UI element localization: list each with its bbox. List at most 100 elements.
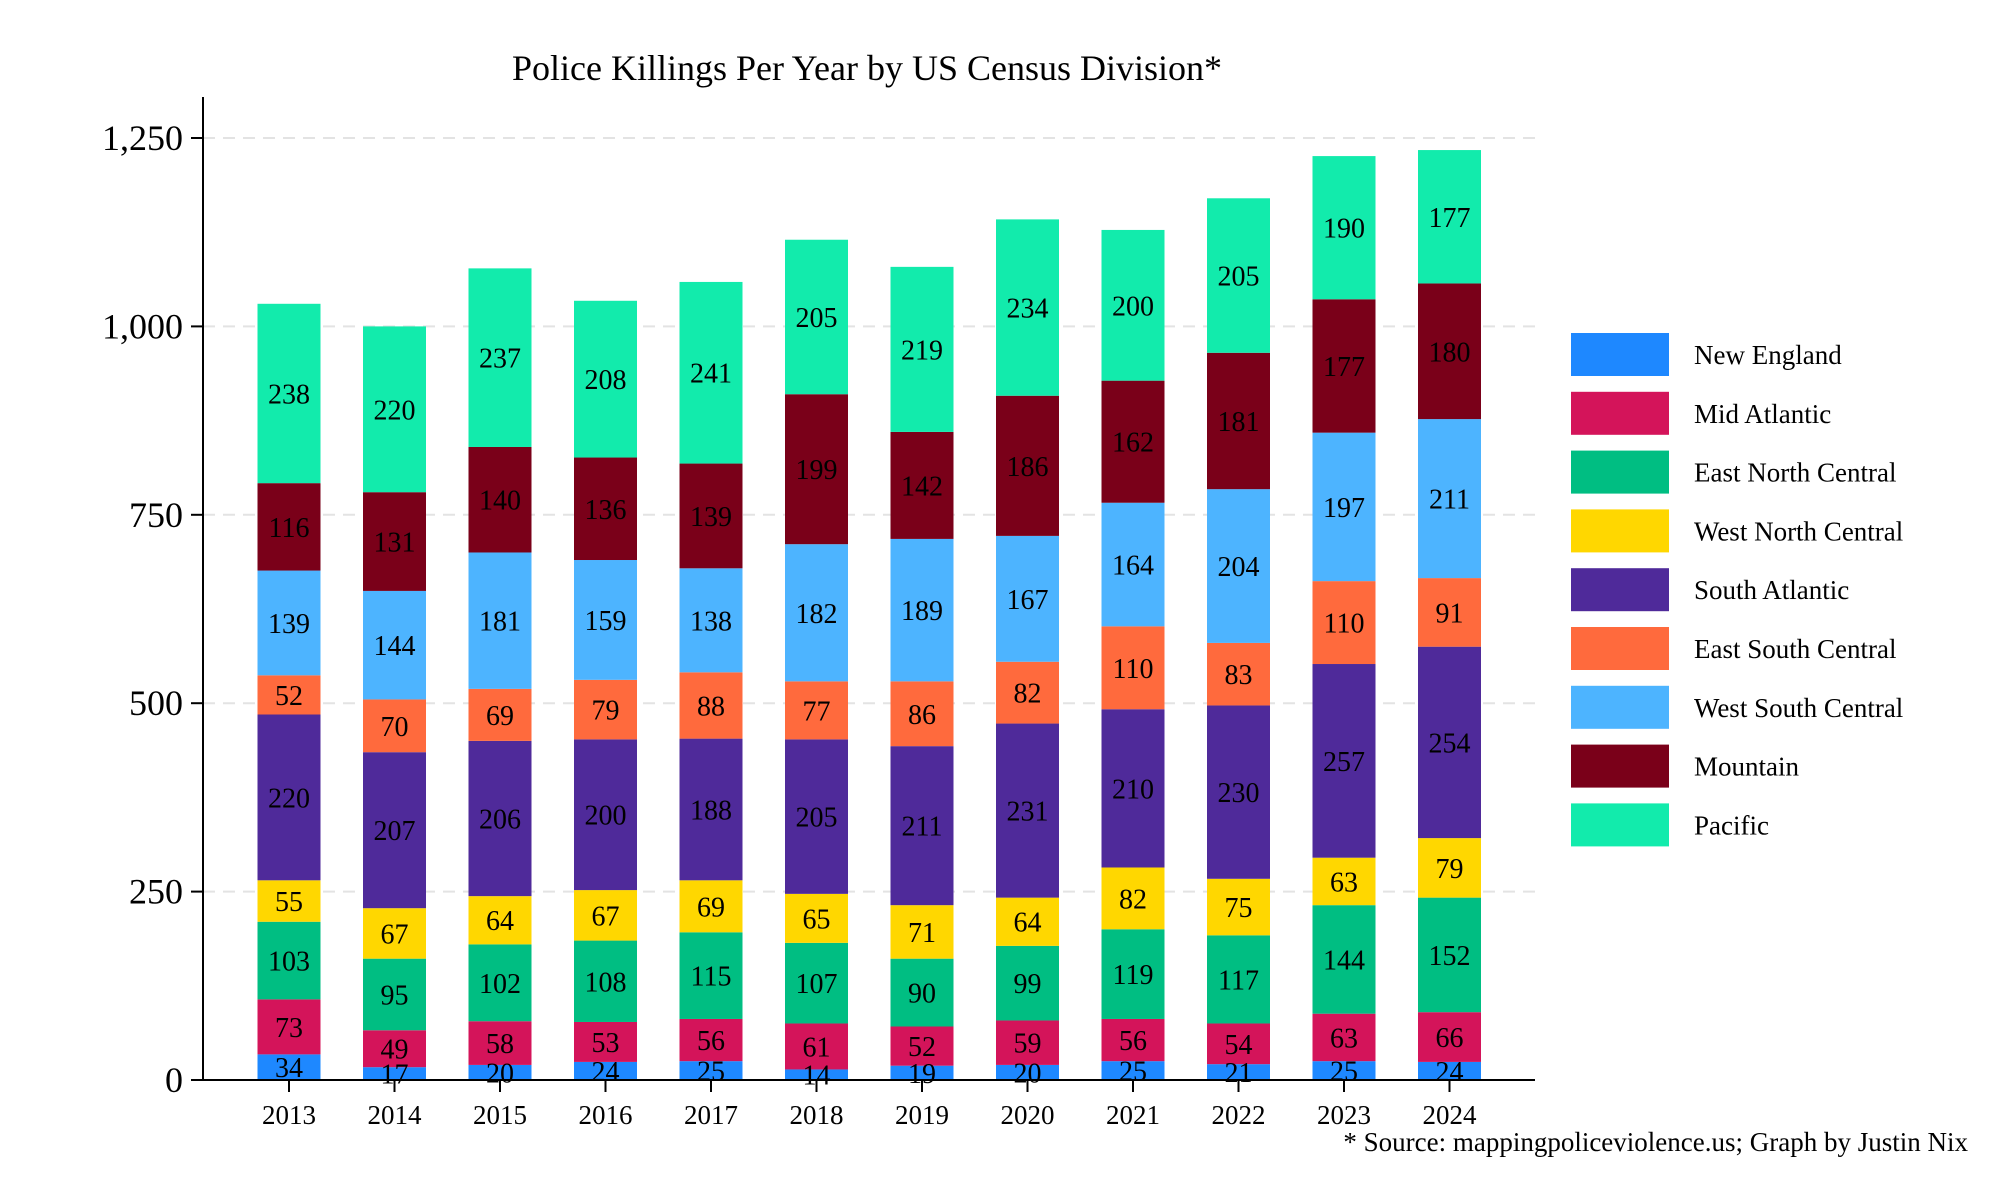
data-label: 107 (796, 969, 838, 1000)
legend-swatch (1571, 391, 1669, 435)
legend-label: West North Central (1694, 516, 1903, 546)
data-label: 49 (381, 1035, 409, 1066)
x-tick-label: 2021 (1106, 1100, 1160, 1130)
data-label: 53 (592, 1028, 620, 1059)
x-tick-label: 2018 (790, 1100, 844, 1130)
data-label: 67 (381, 919, 409, 950)
data-label: 88 (697, 691, 725, 722)
data-label: 190 (1323, 214, 1365, 245)
bar-segment (468, 1021, 532, 1065)
data-label: 207 (374, 816, 416, 847)
bar-segment (996, 661, 1059, 724)
bar-segment (890, 958, 954, 1027)
bar-segment (785, 394, 848, 545)
data-label: 189 (901, 596, 943, 627)
bar-segment (574, 940, 637, 1022)
bar-segment (1312, 156, 1376, 300)
bar-segment (468, 688, 532, 741)
data-label: 110 (1324, 609, 1365, 640)
data-label: 210 (1112, 774, 1154, 805)
x-tick-label: 2023 (1317, 1100, 1371, 1130)
data-label: 238 (268, 379, 310, 410)
data-label: 59 (1014, 1029, 1042, 1060)
legend-item: West South Central (1571, 685, 1903, 729)
data-label: 181 (479, 607, 521, 638)
data-label: 63 (1330, 1023, 1358, 1054)
data-label: 162 (1112, 428, 1154, 459)
legend-swatch (1571, 333, 1669, 376)
bar-segment (574, 679, 637, 740)
bar-segment (468, 1064, 532, 1080)
bar-segment (1312, 432, 1376, 582)
legend-swatch (1571, 568, 1669, 612)
data-label: 144 (374, 631, 416, 662)
x-tick-label: 2024 (1423, 1100, 1478, 1130)
bar-segment (1312, 905, 1376, 1014)
bar-segment (257, 303, 321, 484)
data-label: 115 (691, 962, 732, 993)
data-label: 83 (1225, 660, 1253, 691)
bar-segment (679, 463, 743, 569)
data-label: 220 (374, 395, 416, 426)
bar-segment (996, 1020, 1059, 1065)
data-label: 177 (1429, 203, 1471, 234)
bar-segment (1312, 1061, 1376, 1080)
data-label: 139 (268, 609, 310, 640)
bar-segment (679, 880, 743, 933)
data-label: 69 (697, 892, 725, 923)
bar-segment (679, 1018, 743, 1062)
bar-segment (1207, 642, 1270, 706)
bar-segment (363, 1067, 426, 1080)
legend-item: West North Central (1571, 509, 1903, 553)
data-label: 86 (908, 700, 936, 731)
bar-segment (1101, 867, 1165, 930)
bar-segment (574, 1061, 637, 1080)
bar-segment (1418, 578, 1481, 647)
data-label: 79 (1436, 854, 1464, 885)
bar-segment (257, 675, 321, 715)
bar-segment (257, 714, 321, 881)
data-label: 110 (1113, 654, 1154, 685)
x-tick-label: 2016 (579, 1100, 633, 1130)
data-label: 205 (1218, 262, 1260, 293)
data-label: 63 (1330, 867, 1358, 898)
data-label: 234 (1007, 294, 1049, 325)
data-label: 54 (1225, 1030, 1253, 1061)
legend-item: Mountain (1571, 744, 1799, 788)
data-label: 205 (796, 303, 838, 334)
data-label: 177 (1323, 352, 1365, 383)
source-note: * Source: mappingpoliceviolence.us; Grap… (1343, 1127, 1968, 1157)
bar-segment (257, 999, 321, 1055)
bar-segment (1418, 419, 1481, 579)
x-tick-label: 2022 (1212, 1100, 1266, 1130)
data-label: 205 (796, 803, 838, 834)
data-label: 200 (1112, 291, 1154, 322)
data-label: 197 (1323, 493, 1365, 524)
data-label: 67 (592, 901, 620, 932)
bar-segment (1312, 857, 1376, 906)
x-tick-label: 2013 (262, 1100, 316, 1130)
data-label: 91 (1436, 598, 1464, 629)
bar-segment (1418, 897, 1481, 1013)
bar-segment (574, 890, 637, 941)
data-label: 64 (1014, 908, 1042, 939)
bar-segment (996, 723, 1059, 898)
data-label: 52 (275, 681, 303, 712)
data-label: 211 (1429, 485, 1470, 516)
bar-segment (363, 752, 426, 909)
bar-segment (890, 905, 954, 959)
data-label: 70 (381, 712, 409, 743)
bar-segment (574, 560, 637, 680)
bar-segment (1207, 935, 1270, 1024)
bar-segment (468, 268, 532, 447)
bar-segment (363, 492, 426, 591)
data-label: 61 (803, 1032, 831, 1063)
data-label: 82 (1119, 884, 1147, 915)
bar-segment (1418, 646, 1481, 839)
bar-segment (257, 570, 321, 676)
legend-label: Mid Atlantic (1694, 399, 1831, 429)
x-tick-label: 2019 (895, 1100, 949, 1130)
bar-segment (363, 1030, 426, 1068)
axes: 0 250 500 750 1,000 1,250 2013 2014 2015 2016 2017… (102, 97, 1535, 1130)
bar-segment (890, 681, 954, 747)
